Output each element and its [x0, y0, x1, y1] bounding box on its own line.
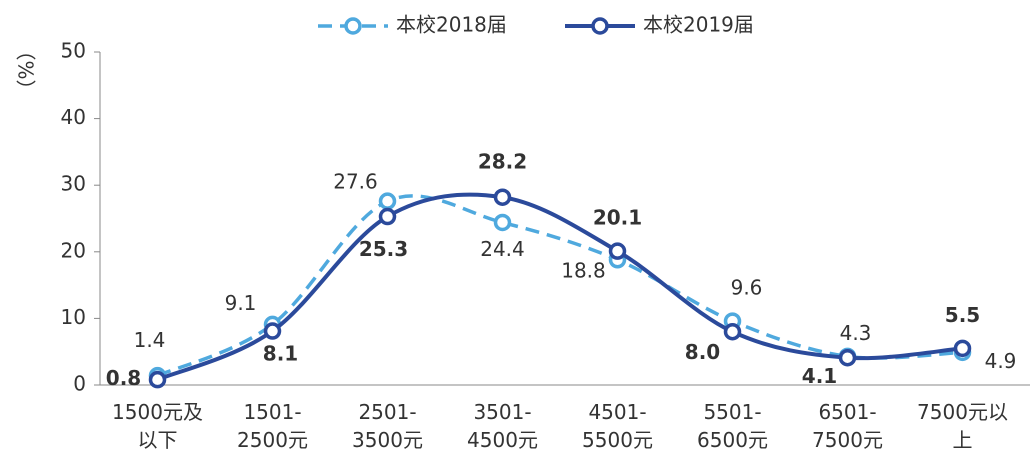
y-tick-label: 20 [61, 238, 86, 262]
data-label: 0.8 [106, 366, 141, 390]
data-label: 4.3 [840, 321, 872, 345]
legend-marker [344, 17, 362, 35]
legend-label: 本校2019届 [643, 13, 754, 37]
y-axis-label: （%） [14, 40, 38, 99]
data-label: 25.3 [359, 237, 408, 261]
point [378, 192, 397, 210]
y-tick-label: 40 [61, 105, 86, 129]
legend-label: 本校2018届 [396, 13, 507, 37]
data-label: 27.6 [333, 170, 378, 194]
x-tick-label: 2501-3500元 [352, 400, 423, 452]
point [723, 322, 742, 341]
point [378, 207, 397, 226]
data-label: 4.1 [802, 364, 837, 388]
data-label: 5.5 [945, 303, 980, 327]
point [953, 339, 972, 358]
data-label: 24.4 [480, 237, 525, 261]
point [838, 348, 857, 367]
y-tick-label: 0 [73, 372, 86, 396]
x-tick-label: 3501-4500元 [467, 400, 538, 452]
x-tick-label: 1501-2500元 [237, 400, 308, 452]
series-line [156, 194, 963, 378]
data-label: 28.2 [478, 150, 527, 174]
point [263, 322, 282, 340]
x-tick-label: 1500元及以下 [112, 400, 203, 452]
x-tick-label: 7500元以上 [917, 400, 1008, 452]
data-label: 8.0 [685, 340, 720, 364]
point [608, 242, 627, 260]
data-label: 8.1 [263, 342, 298, 366]
data-label: 4.9 [985, 349, 1017, 373]
point [148, 370, 167, 389]
x-tick-label: 4501-5500元 [582, 400, 653, 452]
data-label: 20.1 [593, 206, 642, 230]
y-tick-label: 30 [61, 172, 86, 196]
point [493, 213, 512, 232]
y-tick-label: 50 [61, 39, 86, 63]
data-label: 1.4 [134, 328, 166, 352]
data-label: 9.6 [731, 276, 763, 300]
y-tick-label: 10 [61, 305, 86, 329]
data-label: 18.8 [561, 258, 606, 282]
series-line [156, 192, 963, 382]
data-label: 9.1 [225, 291, 257, 315]
x-tick-label: 6501-7500元 [812, 400, 883, 452]
point [493, 188, 512, 206]
legend-marker [591, 17, 609, 35]
x-tick-label: 5501-6500元 [697, 400, 768, 452]
